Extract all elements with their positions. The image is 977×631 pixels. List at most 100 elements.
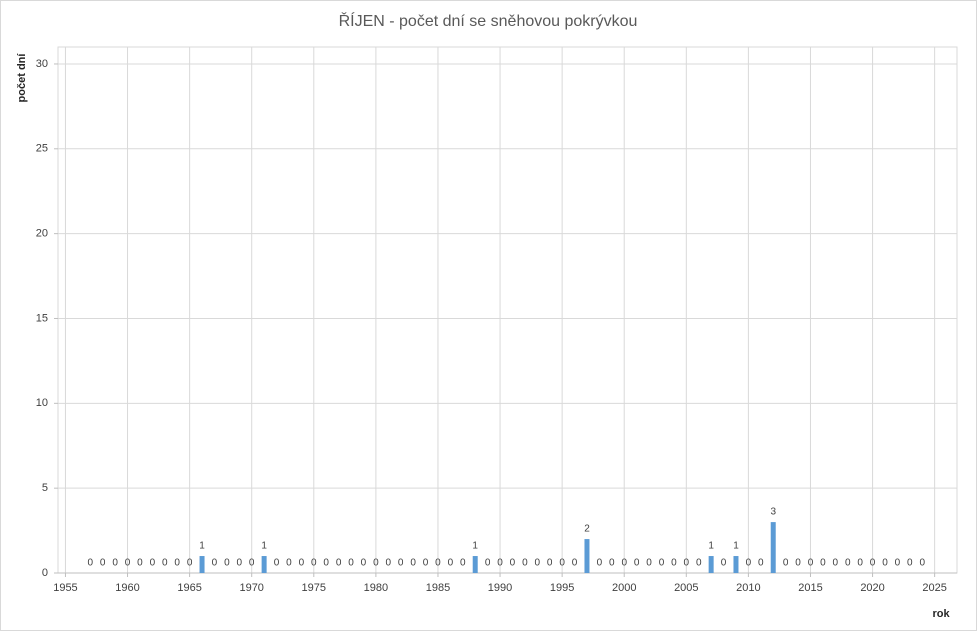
- bar: [472, 556, 478, 573]
- y-tick-label: 20: [36, 228, 48, 240]
- data-label: 0: [857, 558, 863, 569]
- data-label: 0: [919, 558, 925, 569]
- data-label: 0: [721, 558, 727, 569]
- data-label: 0: [237, 558, 243, 569]
- data-label: 0: [808, 558, 814, 569]
- data-label: 0: [100, 558, 106, 569]
- data-label: 0: [88, 558, 94, 569]
- data-label: 3: [770, 507, 776, 518]
- bar: [708, 556, 714, 573]
- bar: [199, 556, 205, 573]
- y-tick-label: 15: [36, 312, 48, 324]
- data-label: 0: [460, 558, 466, 569]
- x-tick-label: 2010: [736, 582, 760, 594]
- data-label: 0: [646, 558, 652, 569]
- data-label: 0: [758, 558, 764, 569]
- data-label: 0: [659, 558, 665, 569]
- x-tick-label: 1985: [426, 582, 450, 594]
- data-label: 1: [733, 541, 739, 552]
- x-tick-label: 1975: [302, 582, 326, 594]
- y-tick-label: 30: [36, 58, 48, 70]
- y-tick-label: 0: [42, 567, 48, 579]
- y-tick-label: 10: [36, 397, 48, 409]
- data-label: 0: [323, 558, 329, 569]
- data-label: 0: [112, 558, 118, 569]
- data-label: 0: [249, 558, 255, 569]
- data-label: 0: [833, 558, 839, 569]
- data-label: 0: [299, 558, 305, 569]
- x-tick-label: 2020: [860, 582, 884, 594]
- data-label: 0: [783, 558, 789, 569]
- data-label: 0: [572, 558, 578, 569]
- x-tick-label: 1955: [53, 582, 77, 594]
- data-label: 0: [535, 558, 541, 569]
- data-label: 0: [522, 558, 528, 569]
- bar: [733, 556, 739, 573]
- data-label: 0: [634, 558, 640, 569]
- data-label: 0: [187, 558, 193, 569]
- x-tick-label: 1980: [364, 582, 388, 594]
- data-label: 0: [684, 558, 690, 569]
- data-label: 0: [795, 558, 801, 569]
- data-label: 0: [398, 558, 404, 569]
- data-label: 0: [224, 558, 230, 569]
- data-label: 0: [609, 558, 615, 569]
- x-tick-label: 2000: [612, 582, 636, 594]
- bar: [261, 556, 267, 573]
- data-label: 0: [597, 558, 603, 569]
- data-label: 1: [261, 541, 267, 552]
- data-label: 0: [386, 558, 392, 569]
- x-axis-label: rok: [932, 608, 950, 620]
- data-label: 0: [621, 558, 627, 569]
- bar: [770, 522, 776, 573]
- data-label: 0: [137, 558, 143, 569]
- data-label: 0: [485, 558, 491, 569]
- data-label: 0: [882, 558, 888, 569]
- y-tick-label: 5: [42, 482, 48, 494]
- data-label: 0: [150, 558, 156, 569]
- chart-title: ŘÍJEN - počet dní se sněhovou pokrývkou: [339, 11, 638, 30]
- y-axis-label: počet dní: [16, 53, 28, 103]
- data-label: 0: [870, 558, 876, 569]
- data-label: 0: [373, 558, 379, 569]
- x-tick-label: 2025: [922, 582, 946, 594]
- data-label: 0: [174, 558, 180, 569]
- data-label: 1: [708, 541, 714, 552]
- x-tick-label: 2005: [674, 582, 698, 594]
- x-tick-label: 2015: [798, 582, 822, 594]
- data-label: 0: [435, 558, 441, 569]
- data-label: 0: [336, 558, 342, 569]
- data-label: 0: [125, 558, 131, 569]
- data-label: 1: [472, 541, 478, 552]
- data-label: 0: [547, 558, 553, 569]
- data-label: 0: [410, 558, 416, 569]
- data-label: 0: [510, 558, 516, 569]
- x-tick-label: 1960: [115, 582, 139, 594]
- bar: [584, 539, 590, 573]
- data-label: 0: [671, 558, 677, 569]
- x-tick-label: 1965: [177, 582, 201, 594]
- data-label: 0: [423, 558, 429, 569]
- data-label: 0: [497, 558, 503, 569]
- data-label: 0: [274, 558, 280, 569]
- y-tick-label: 25: [36, 143, 48, 155]
- data-label: 0: [746, 558, 752, 569]
- x-tick-label: 1995: [550, 582, 574, 594]
- data-label: 2: [584, 524, 590, 535]
- data-label: 0: [845, 558, 851, 569]
- data-label: 0: [286, 558, 292, 569]
- data-label: 0: [559, 558, 565, 569]
- data-label: 1: [199, 541, 205, 552]
- x-tick-label: 1970: [239, 582, 263, 594]
- data-label: 0: [907, 558, 913, 569]
- data-label: 0: [696, 558, 702, 569]
- data-label: 0: [361, 558, 367, 569]
- data-label: 0: [895, 558, 901, 569]
- data-label: 0: [311, 558, 317, 569]
- data-label: 0: [348, 558, 354, 569]
- x-tick-label: 1990: [488, 582, 512, 594]
- data-label: 0: [820, 558, 826, 569]
- data-label: 0: [162, 558, 168, 569]
